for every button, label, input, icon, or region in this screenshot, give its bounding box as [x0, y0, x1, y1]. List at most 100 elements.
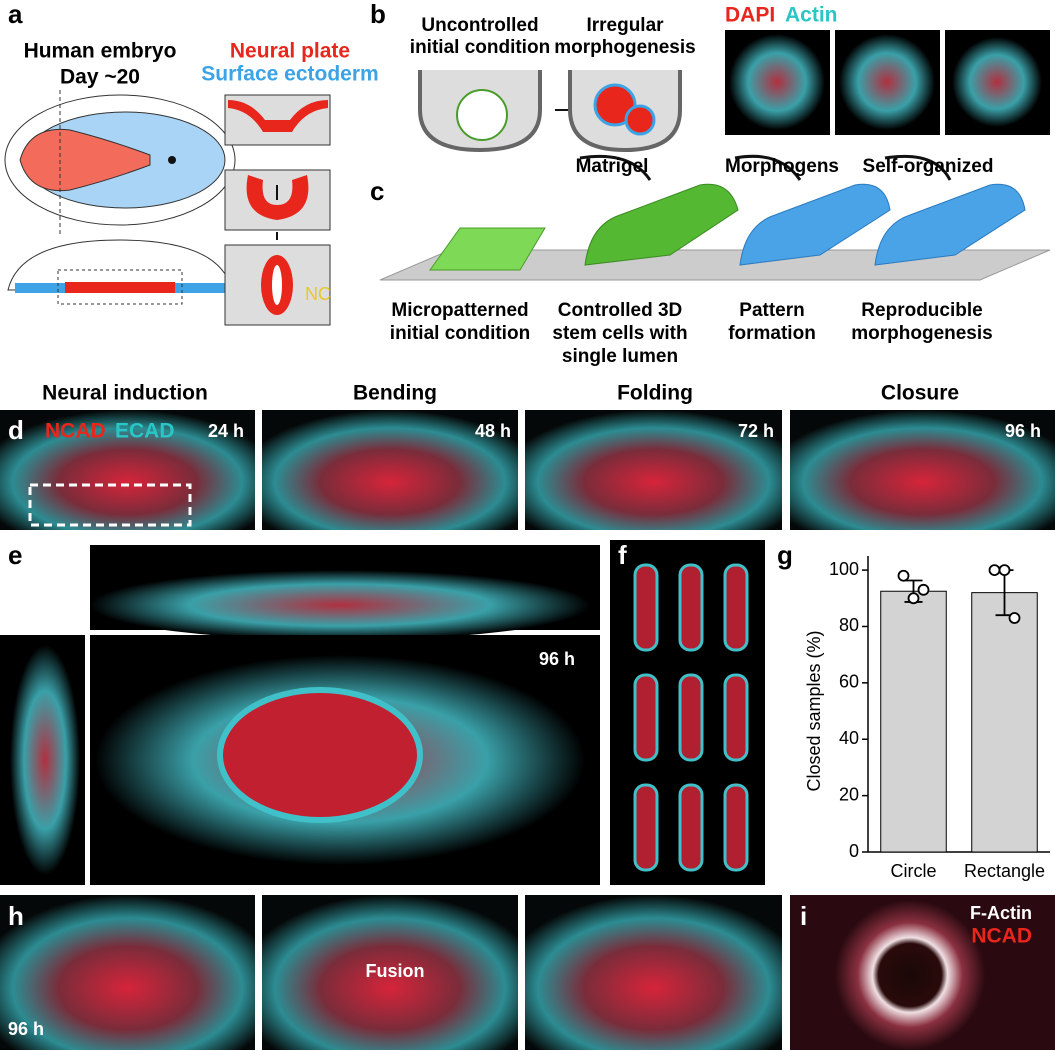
data-point [1008, 612, 1021, 624]
y-tick-label: 40 [839, 728, 859, 748]
panel-label: g [777, 540, 793, 570]
time: 72 h [738, 421, 774, 441]
legend: Surface ectoderm [201, 63, 378, 86]
stain: Actin [785, 4, 838, 27]
stain: ECAD [115, 420, 175, 443]
plate-1 [228, 100, 328, 132]
time: 96 h [8, 1019, 44, 1039]
legend: Neural plate [230, 40, 350, 63]
panel-b: Uncontrolled initial condition Irregular… [410, 4, 1050, 153]
panel-c: Matrigel Morphogens Self-organized Micro… [379, 154, 1051, 367]
c-label: single lumen [562, 346, 678, 367]
plate-2 [246, 175, 309, 220]
stain: NCAD [971, 925, 1032, 948]
section-outline [7, 239, 233, 291]
data-point [907, 592, 920, 605]
image [90, 570, 590, 640]
time: 96 h [539, 649, 575, 669]
image [729, 34, 825, 130]
panel-label: a [8, 0, 23, 29]
c-arrow: Morphogens [725, 156, 839, 177]
stain: F-Actin [970, 903, 1032, 923]
panel-label: d [8, 415, 24, 445]
panel-label: h [8, 901, 24, 931]
c-label: Micropatterned [391, 300, 528, 321]
b-step: Irregular [586, 15, 664, 36]
panel-label: f [618, 540, 627, 570]
data-point [988, 564, 1001, 576]
time: 24 h [208, 421, 244, 441]
nc-label: NC [305, 284, 331, 304]
data-point [917, 583, 930, 596]
b-step: Uncontrolled [421, 15, 538, 36]
panel-i: F-Actin NCAD [790, 895, 1055, 1050]
lumen [272, 265, 282, 305]
image [262, 895, 518, 1050]
arrows [579, 154, 952, 181]
panel-f [610, 540, 765, 885]
image [525, 410, 782, 530]
stage: Folding [617, 382, 693, 405]
image [262, 410, 518, 530]
stain: NCAD [45, 420, 106, 443]
stage: Closure [881, 382, 959, 405]
panel-h: 96 h Fusion [0, 895, 782, 1050]
c-label: formation [728, 323, 816, 344]
gel [584, 183, 739, 266]
image [790, 410, 1055, 530]
y-tick-label: 60 [839, 672, 859, 692]
panel-label: i [800, 901, 807, 931]
stage: Neural induction [42, 382, 208, 405]
x-tick-label: Rectangle [964, 861, 1045, 881]
organoids [633, 563, 749, 872]
time: 96 h [1005, 421, 1041, 441]
panel-labels: a b c d e f g h i [8, 0, 807, 931]
y-tick-label: 20 [839, 784, 859, 804]
image [0, 410, 255, 530]
a-title: Human embryo [24, 40, 177, 63]
c-label: Reproducible [861, 300, 982, 321]
panel-e: 96 h [0, 545, 600, 885]
panel-label: c [370, 176, 384, 206]
zoom-box [28, 483, 192, 527]
pattern [429, 227, 546, 271]
c-arrow: Matrigel [576, 156, 649, 177]
image [10, 645, 80, 875]
image [0, 895, 255, 1050]
colony [456, 89, 508, 141]
tube [217, 687, 423, 823]
image [839, 34, 935, 130]
y-tick-label: 100 [829, 559, 859, 579]
image [835, 900, 985, 1050]
panel-d: Neural induction Bending Folding Closure… [0, 382, 1055, 530]
c-label: Controlled 3D [558, 300, 683, 321]
c-label: Pattern [739, 300, 804, 321]
y-axis-label: Closed samples (%) [804, 630, 824, 791]
y-tick-label: 80 [839, 615, 859, 635]
b-step: initial condition [410, 37, 550, 58]
stain: DAPI [725, 4, 775, 27]
data-point [897, 569, 910, 582]
plate-layer [65, 282, 175, 293]
time: 48 h [475, 421, 511, 441]
neural-plate [19, 128, 151, 192]
c-label: initial condition [390, 323, 530, 344]
stage: Bending [353, 382, 437, 405]
tube [739, 183, 891, 266]
tube [874, 183, 1026, 266]
panel-label: e [8, 540, 22, 570]
organoid [624, 104, 656, 136]
bar [971, 592, 1038, 853]
image [525, 895, 782, 1050]
fusion-label: Fusion [366, 961, 425, 981]
c-label: stem cells with [552, 323, 687, 344]
panel-label: b [370, 0, 386, 29]
panel-g-chart: Closed samples (%) 0 20 40 60 80 100 Circle Rec… [804, 556, 1050, 881]
node [168, 156, 176, 164]
panel-a: Human embryo Day ~20 Neural plate Surfac… [4, 40, 379, 326]
organoid [593, 83, 637, 127]
x-tick-label: Circle [890, 861, 936, 881]
c-label: morphogenesis [851, 323, 992, 344]
b-step: morphogenesis [554, 37, 695, 58]
